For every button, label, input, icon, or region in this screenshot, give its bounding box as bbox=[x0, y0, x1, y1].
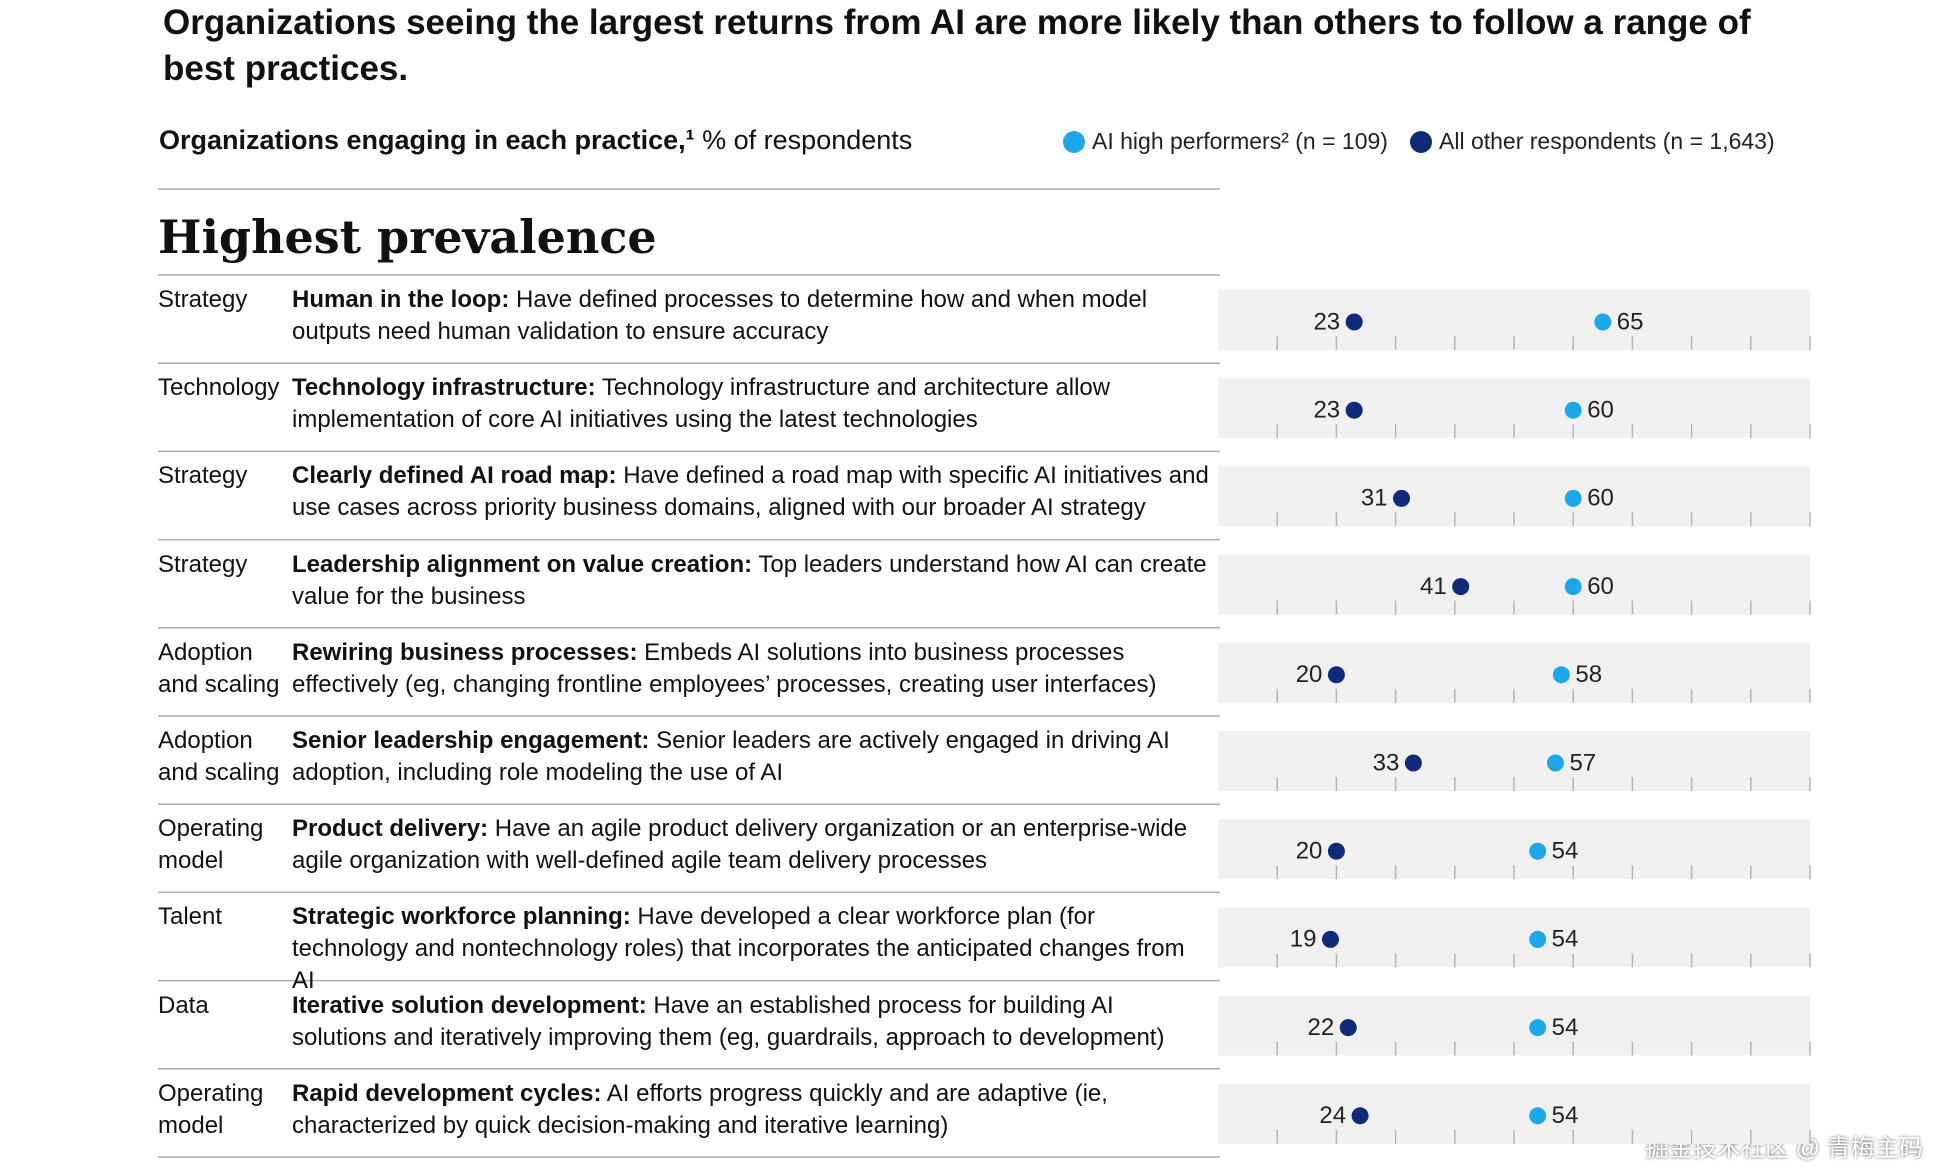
value-label: 54 bbox=[1552, 1014, 1579, 1041]
dot bbox=[1529, 1019, 1547, 1037]
dot bbox=[1529, 842, 1547, 860]
practice-text: Leadership alignment on value creation: … bbox=[292, 549, 1212, 613]
practice-description: Have developed a clear workforce plan (f… bbox=[292, 903, 1185, 995]
legend-dot bbox=[1410, 131, 1432, 153]
practice-text: Rewiring business processes: Embeds AI s… bbox=[292, 637, 1212, 701]
group-label: Adoption and scaling bbox=[158, 638, 280, 698]
dot bbox=[1529, 930, 1547, 948]
dot bbox=[1452, 578, 1470, 596]
group-label: Data bbox=[158, 991, 209, 1019]
practice-description: Technology infrastructure and architectu… bbox=[292, 374, 1111, 434]
value-label: 41 bbox=[1420, 573, 1447, 600]
value-label: 60 bbox=[1587, 397, 1614, 424]
practice-name: Human in the loop: bbox=[292, 286, 510, 313]
group-label: Operating model bbox=[158, 1079, 264, 1139]
dot bbox=[1529, 1107, 1547, 1125]
practice-description: Have an agile product delivery organizat… bbox=[292, 815, 1188, 875]
value-label: 23 bbox=[1313, 397, 1340, 424]
value-label: 60 bbox=[1587, 573, 1614, 600]
value-label: 54 bbox=[1552, 1102, 1579, 1129]
dot bbox=[1351, 1107, 1369, 1125]
subtitle-bold: Organizations engaging in each practice,… bbox=[159, 125, 695, 155]
practice-name: Leadership alignment on value creation: bbox=[292, 550, 753, 578]
dot bbox=[1321, 930, 1339, 948]
value-label: 24 bbox=[1319, 1102, 1346, 1129]
value-label: 54 bbox=[1552, 926, 1579, 953]
practice-text: Strategic workforce planning: Have devel… bbox=[292, 901, 1212, 997]
group-label: Strategy bbox=[158, 550, 248, 578]
practice-name: Product delivery: bbox=[292, 815, 489, 843]
practice-description: Senior leaders are actively engaged in d… bbox=[292, 727, 1170, 786]
value-label: 60 bbox=[1587, 485, 1614, 512]
practice-name: Strategic workforce planning: bbox=[292, 903, 631, 931]
value-label: 58 bbox=[1575, 661, 1602, 688]
dot bbox=[1564, 401, 1582, 419]
value-label: 23 bbox=[1313, 308, 1340, 335]
dot bbox=[1594, 313, 1612, 331]
practice-text: Product delivery: Have an agile product … bbox=[292, 813, 1212, 877]
practice-description: Top leaders understand how AI can create… bbox=[292, 550, 1207, 610]
value-label: 54 bbox=[1552, 838, 1579, 865]
practice-description: Have defined processes to determine how … bbox=[292, 286, 1148, 345]
group-label: Strategy bbox=[158, 286, 248, 313]
practice-description: AI efforts progress quickly and are adap… bbox=[292, 1079, 1108, 1139]
practice-text: Rapid development cycles: AI efforts pro… bbox=[292, 1078, 1212, 1142]
title: Organizations seeing the largest returns… bbox=[163, 3, 1751, 88]
dot bbox=[1345, 313, 1363, 331]
practice-name: Rapid development cycles: bbox=[292, 1079, 602, 1107]
dot bbox=[1564, 578, 1582, 596]
dot bbox=[1327, 666, 1345, 684]
value-label: 33 bbox=[1373, 749, 1400, 776]
legend-dot bbox=[1063, 131, 1085, 153]
dot bbox=[1564, 489, 1582, 507]
practice-description: Have defined a road map with specific AI… bbox=[292, 462, 1209, 522]
group-label: Technology bbox=[158, 374, 280, 402]
section-heading: Highest prevalence bbox=[158, 210, 657, 264]
group-label: Talent bbox=[158, 903, 223, 931]
legend-label: AI high performers² (n = 109) bbox=[1092, 128, 1388, 154]
legend-label: All other respondents (n = 1,643) bbox=[1439, 128, 1775, 154]
group-label: Strategy bbox=[158, 462, 248, 490]
dot bbox=[1552, 666, 1570, 684]
practice-text: Senior leadership engagement: Senior lea… bbox=[292, 725, 1212, 789]
practice-name: Iterative solution development: bbox=[292, 991, 647, 1019]
practice-description: Have an established process for building… bbox=[292, 991, 1165, 1051]
dot bbox=[1404, 754, 1422, 772]
dot bbox=[1327, 842, 1345, 860]
practice-text: Human in the loop: Have defined processe… bbox=[292, 284, 1212, 348]
practice-text: Iterative solution development: Have an … bbox=[292, 990, 1212, 1054]
value-label: 31 bbox=[1361, 485, 1388, 512]
practice-name: Senior leadership engagement: bbox=[292, 727, 650, 754]
subtitle-units: % of respondents bbox=[702, 125, 913, 155]
practice-text: Clearly defined AI road map: Have define… bbox=[292, 460, 1212, 524]
dot bbox=[1345, 401, 1363, 419]
dot bbox=[1393, 489, 1411, 507]
dot bbox=[1546, 754, 1564, 772]
practice-name: Clearly defined AI road map: bbox=[292, 462, 617, 490]
value-label: 20 bbox=[1296, 838, 1323, 865]
practice-name: Technology infrastructure: bbox=[292, 374, 596, 402]
practice-description: Embeds AI solutions into business proces… bbox=[292, 638, 1157, 698]
value-label: 22 bbox=[1308, 1014, 1335, 1041]
practice-name: Rewiring business processes: bbox=[292, 638, 638, 666]
practice-text: Technology infrastructure: Technology in… bbox=[292, 372, 1212, 436]
subtitle: Organizations engaging in each practice,… bbox=[159, 125, 912, 156]
group-label: Adoption and scaling bbox=[158, 727, 280, 786]
value-label: 19 bbox=[1290, 926, 1317, 953]
value-label: 20 bbox=[1296, 661, 1323, 688]
value-label: 57 bbox=[1569, 749, 1596, 776]
dot bbox=[1339, 1019, 1357, 1037]
group-label: Operating model bbox=[158, 815, 264, 875]
value-label: 65 bbox=[1617, 308, 1644, 335]
